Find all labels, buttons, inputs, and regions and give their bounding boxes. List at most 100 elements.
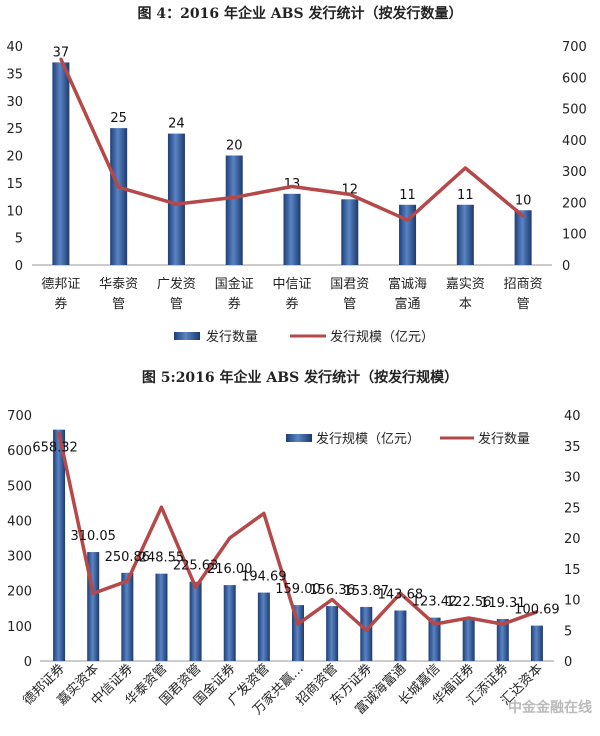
line-point (125, 579, 129, 583)
bar (283, 193, 301, 265)
bar-data-label: 13 (284, 177, 301, 192)
chart2-legend: 发行规模（亿元） 发行数量 (286, 431, 530, 447)
bar-data-label: 11 (399, 188, 416, 203)
bar-data-label: 100.69 (514, 603, 560, 618)
bar (189, 581, 202, 661)
bar-data-label: 24 (168, 117, 185, 132)
chart2-legend-bar: 发行规模（亿元） (316, 431, 420, 447)
category-label: 广发资 (157, 276, 196, 292)
bar-data-label: 156.36 (309, 583, 355, 598)
chart1-category-labels: 德邦证券 华泰资管 广发资管 国金证券 中信证券 国君资管 富诚海富通 嘉实资本 招商资管 (41, 276, 542, 312)
left-tick-label: 25 (6, 122, 23, 137)
chart1-left-axis: 0 5 10 15 20 25 30 35 40 (6, 40, 23, 274)
left-tick-label: 0 (24, 655, 32, 670)
left-tick-label: 15 (6, 177, 23, 192)
category-label: 管 (170, 297, 183, 312)
chart1-title: 图 4：2016 年企业 ABS 发行统计（按发行数量） (137, 5, 462, 22)
category-label: 券 (54, 296, 67, 312)
bar (514, 210, 532, 265)
right-tick-label: 15 (564, 563, 581, 578)
category-label: 富通 (395, 296, 421, 312)
line-point (406, 218, 410, 222)
bar (360, 606, 373, 661)
line-point (228, 536, 232, 540)
category-label: 国君资 (330, 277, 369, 292)
bar (456, 204, 474, 265)
chart1-legend-bar: 发行数量 (206, 329, 258, 345)
bar-data-label: 250.86 (105, 550, 151, 565)
line-point (501, 622, 505, 626)
legend-swatch-bar (286, 434, 312, 442)
category-label: 国金证 (215, 276, 254, 292)
right-tick-label: 600 (562, 71, 587, 86)
line-point (159, 505, 163, 509)
line-point (290, 185, 294, 189)
chart1-line-series (59, 57, 525, 222)
right-tick-label: 200 (562, 196, 587, 211)
bar-data-label: 119.31 (480, 596, 526, 611)
category-label: 华泰资 (99, 277, 138, 292)
bar-data-label: 143.68 (378, 588, 424, 603)
left-tick-label: 35 (6, 67, 23, 82)
chart-issuance-volume: 图 5:2016 年企业 ABS 发行统计（按发行规模） 01002003004… (7, 369, 580, 718)
bar (52, 62, 70, 265)
chart1-legend-line: 发行规模（亿元） (330, 329, 434, 345)
left-tick-label: 20 (6, 150, 23, 165)
bar-data-label: 658.32 (32, 441, 78, 456)
category-label: 招商资 (504, 277, 543, 292)
bar-data-label: 10 (515, 193, 532, 208)
line-point (262, 511, 266, 515)
bar (121, 572, 134, 661)
line-point (117, 185, 121, 189)
line-point (521, 214, 525, 218)
category-label: 券 (285, 296, 298, 312)
right-tick-label: 0 (562, 259, 570, 274)
left-tick-label: 600 (7, 444, 32, 459)
bar-data-label: 123.42 (412, 595, 458, 610)
line-point (174, 202, 178, 206)
right-tick-label: 0 (564, 655, 572, 670)
category-label: 富诚海 (388, 276, 427, 292)
bar-data-label: 159.00 (275, 582, 321, 597)
left-tick-label: 10 (6, 204, 23, 219)
line-point (467, 616, 471, 620)
line-point (59, 57, 63, 61)
left-tick-label: 300 (7, 550, 32, 565)
bar (428, 617, 441, 661)
right-tick-label: 20 (564, 532, 581, 547)
bar (530, 625, 543, 661)
bar (167, 133, 185, 265)
chart2-bars (53, 429, 543, 661)
chart2-left-axis: 0 100 200 300 400 500 600 700 (7, 409, 32, 670)
line-point (194, 585, 198, 589)
category-label: 本 (459, 297, 472, 312)
bar-data-label: 122.56 (446, 595, 492, 610)
bar (257, 592, 270, 661)
bar (110, 128, 128, 265)
bar (326, 606, 339, 661)
chart2-title: 图 5:2016 年企业 ABS 发行统计（按发行规模） (142, 369, 458, 386)
chart2-legend-line: 发行数量 (478, 431, 530, 447)
left-tick-label: 400 (7, 514, 32, 529)
bar-data-label: 25 (110, 111, 127, 126)
left-tick-label: 200 (7, 585, 32, 600)
category-label: 券 (228, 296, 241, 312)
bar-data-label: 310.05 (70, 529, 116, 544)
category-label: 德邦证 (41, 277, 80, 292)
line-point (232, 195, 236, 199)
chart2-line-series: 658.32 310.05 250.86248.55225.63216.00194.… (32, 431, 560, 632)
watermark: 中金金融在线 (508, 699, 592, 716)
right-tick-label: 10 (564, 594, 581, 609)
left-tick-label: 100 (7, 620, 32, 635)
bar-data-label: 153.87 (344, 584, 390, 599)
category-label: 中信证 (272, 277, 311, 292)
bar-data-label: 216.00 (207, 562, 253, 577)
bar-data-label: 37 (53, 45, 70, 60)
legend-swatch-bar (174, 332, 200, 340)
bar (223, 585, 236, 661)
bar-data-label: 194.69 (241, 570, 287, 585)
line-point (91, 591, 95, 595)
category-label: 嘉实资 (446, 277, 485, 292)
right-tick-label: 700 (562, 40, 587, 55)
